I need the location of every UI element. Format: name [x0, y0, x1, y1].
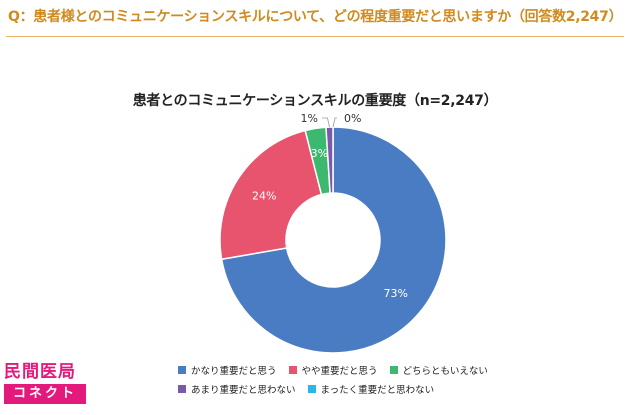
legend-item: あまり重要だと思わない — [178, 382, 296, 396]
slice-value-label: 1% — [301, 112, 318, 125]
legend-item: どちらともいえない — [389, 363, 488, 377]
chart-title: 患者とのコミュニケーションスキルの重要度（n=2,247） — [132, 93, 498, 109]
legend-label: やや重要だと思う — [301, 365, 378, 377]
legend-label: どちらともいえない — [402, 365, 488, 377]
legend-swatch — [178, 365, 186, 374]
slice-value-label: 0% — [344, 112, 361, 125]
legend-item: やや重要だと思う — [288, 363, 378, 377]
slice-value-label: 3% — [311, 147, 328, 160]
donut-slice — [325, 126, 334, 194]
question-text: Q：患者様とのコミュニケーションスキルについて、どの程度重要だと思いますか（回答… — [8, 9, 623, 25]
legend-label: まったく重要だと思わない — [320, 384, 435, 396]
donut-slice — [219, 129, 323, 261]
leader-line — [322, 117, 330, 128]
legend-row-1: かなり重要だと思う やや重要だと思う どちらともいえない — [178, 360, 598, 379]
leader-line — [332, 117, 337, 128]
logo-top-text: 民間医局 — [4, 362, 76, 382]
header-divider — [6, 36, 624, 37]
legend-swatch — [178, 384, 186, 393]
legend-label: かなり重要だと思う — [191, 365, 277, 377]
legend-row-2: あまり重要だと思わない まったく重要だと思わない — [178, 379, 598, 398]
legend: かなり重要だと思う やや重要だと思う どちらともいえない あまり重要だと思わない… — [178, 360, 598, 398]
legend-swatch — [288, 365, 297, 374]
legend-swatch — [307, 384, 316, 393]
slice-value-label: 24% — [252, 189, 276, 202]
logo-bottom-text: コネクト — [4, 384, 86, 404]
legend-swatch — [389, 365, 398, 374]
slice-value-label: 73% — [383, 287, 407, 300]
donut-slice — [220, 126, 447, 354]
legend-item: まったく重要だと思わない — [307, 382, 435, 396]
legend-label: あまり重要だと思わない — [191, 384, 296, 396]
brand-logo: 民間医局 コネクト — [4, 362, 88, 404]
legend-item: かなり重要だと思う — [178, 363, 277, 377]
